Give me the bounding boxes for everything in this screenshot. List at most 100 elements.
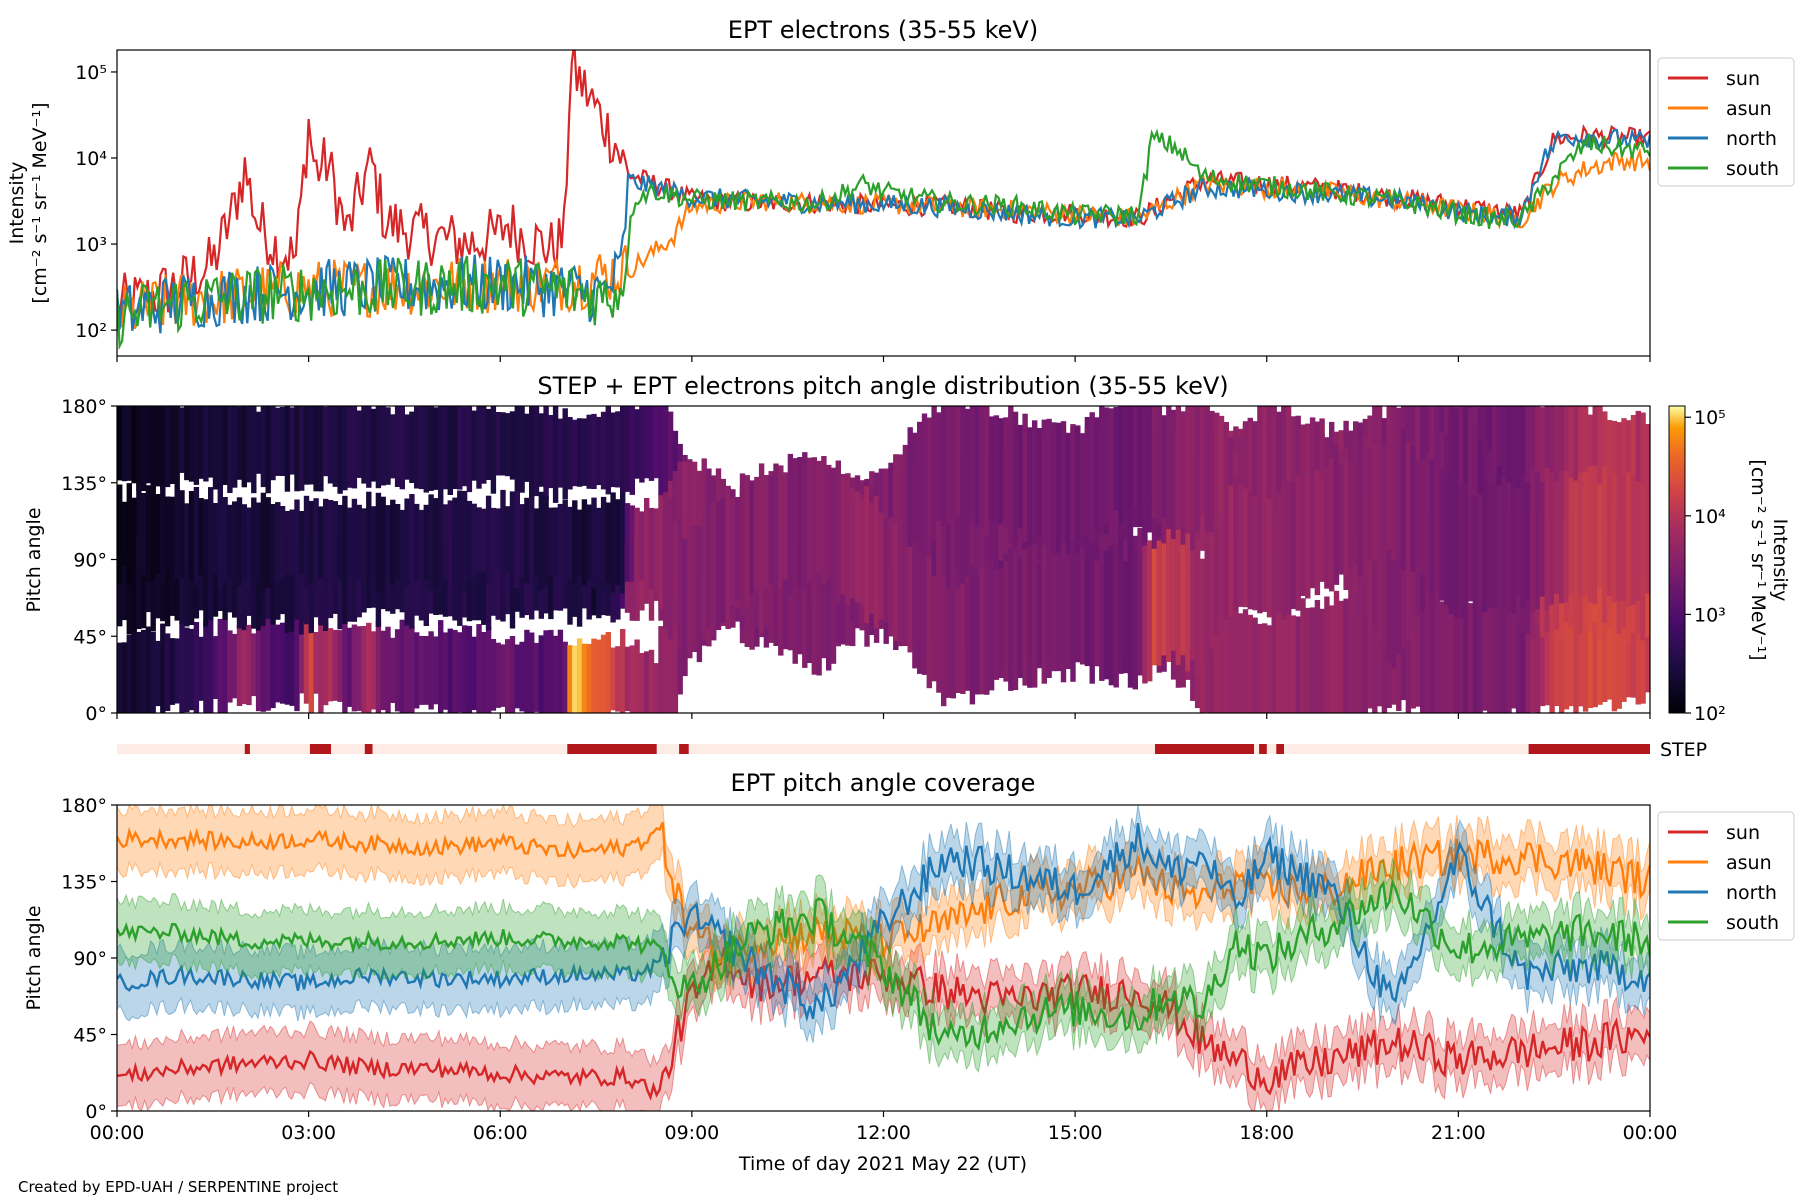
coverage-xaxis: 00:00 03:00 06:00 09:00 12:00 15:00 18:00 21:00… [90,1111,1677,1144]
pad-cell [318,612,324,713]
pad-cell [993,570,1000,680]
coverage-panel-title: EPT pitch angle coverage [731,769,1036,797]
pad-cell [131,626,137,713]
coverage-ytick-label: 180° [61,795,107,817]
pad-cell [533,545,540,611]
pad-cell [442,406,449,490]
coverage-panel: EPT pitch angle coverage 0° 45° 90° 135° 180… [23,769,1795,1175]
pad-cell [620,491,626,594]
pad-cell [1535,471,1541,610]
pad-cell [1544,594,1550,706]
pad-cell [658,406,664,498]
pad-cell [141,534,147,629]
pad-cell [394,629,401,712]
pad-cell [1496,586,1503,713]
pad-cell [634,409,640,479]
pad-cell [964,408,971,517]
pad-cell [442,504,449,580]
pad-cell [1156,540,1162,666]
pad-cell [155,494,161,574]
pad-cell [806,457,813,582]
pad-cell [1214,412,1220,546]
pad-cell [624,503,631,582]
pad-cell [150,631,156,713]
pad-cell [370,506,377,579]
pad-cell [476,539,482,621]
pad-cell [672,575,679,713]
pad-cell [883,518,889,623]
pad-cell [1266,625,1273,713]
pad-cell [1434,589,1440,713]
pad-cell [414,503,420,581]
pad-xaxis [116,713,1651,719]
pad-cell [241,504,247,581]
pad-cell [763,475,770,588]
pad-cell [1348,588,1354,713]
pad-cell [117,406,123,481]
pad-cell [1017,424,1023,529]
pad-cell [447,628,453,713]
pad-cell [984,406,990,537]
pad-cell [1582,406,1589,529]
pad-cell [1170,409,1177,537]
pad-cell [644,651,650,713]
pad-cell [639,406,645,483]
pad-cell [941,460,947,593]
pad-cell [346,507,353,578]
pad-cell [596,507,602,578]
pad-cell [1281,406,1287,537]
pad-ytick-label: 135° [61,473,107,495]
pad-cell [1463,609,1469,713]
pad-cell [131,497,137,571]
pad-cell [1630,579,1637,698]
pad-cell [1051,422,1057,549]
coverage-xtick-label: 09:00 [664,1122,719,1144]
pad-cell [394,504,401,581]
pad-cell [289,407,295,475]
pad-cell [270,619,276,709]
pad-cell [787,453,794,596]
pad-cell [184,627,190,713]
pad-cell [289,535,295,632]
pad-cell [552,635,559,713]
pad-cell [332,406,338,487]
pad-cell [1271,613,1277,713]
pad-cell [782,472,789,580]
pad-cell [164,496,171,572]
pad-cell [701,515,707,640]
pad-cell [576,418,583,487]
pad-cell [988,564,995,691]
pad-cell [706,518,712,628]
pad-cell [1640,412,1646,550]
pad-cell [667,411,674,528]
pad-cell [1190,406,1196,531]
coverage-band-sun [117,923,1650,1111]
pad-cell [481,508,487,572]
pad-cell [682,461,688,576]
colorbar-tick-label: 10⁵ [1694,407,1726,429]
pad-cell [1295,415,1301,532]
pad-cell [399,509,405,575]
pad-cell [188,628,195,711]
pad-cell [1616,572,1622,709]
pad-cell [557,629,564,713]
pad-cell [370,631,377,710]
pad-cell [1362,437,1368,577]
pad-cell [960,583,966,694]
pad-cell [375,492,382,592]
pad-cell [481,632,487,713]
pad-cell [356,626,362,711]
pad-cell [653,663,659,713]
pad-cell [663,406,669,505]
pad-cell [1468,497,1474,602]
coverage-xtick-label: 03:00 [281,1122,336,1144]
pad-cell [1511,487,1517,600]
pad-cell [749,480,755,594]
pad-cell [1396,547,1402,655]
pad-cell [893,454,899,571]
pad-cell [687,462,693,577]
pad-cell [351,624,358,712]
pad-cell [1353,459,1359,566]
pad-cell [1300,424,1306,529]
pad-cell [1592,579,1598,708]
